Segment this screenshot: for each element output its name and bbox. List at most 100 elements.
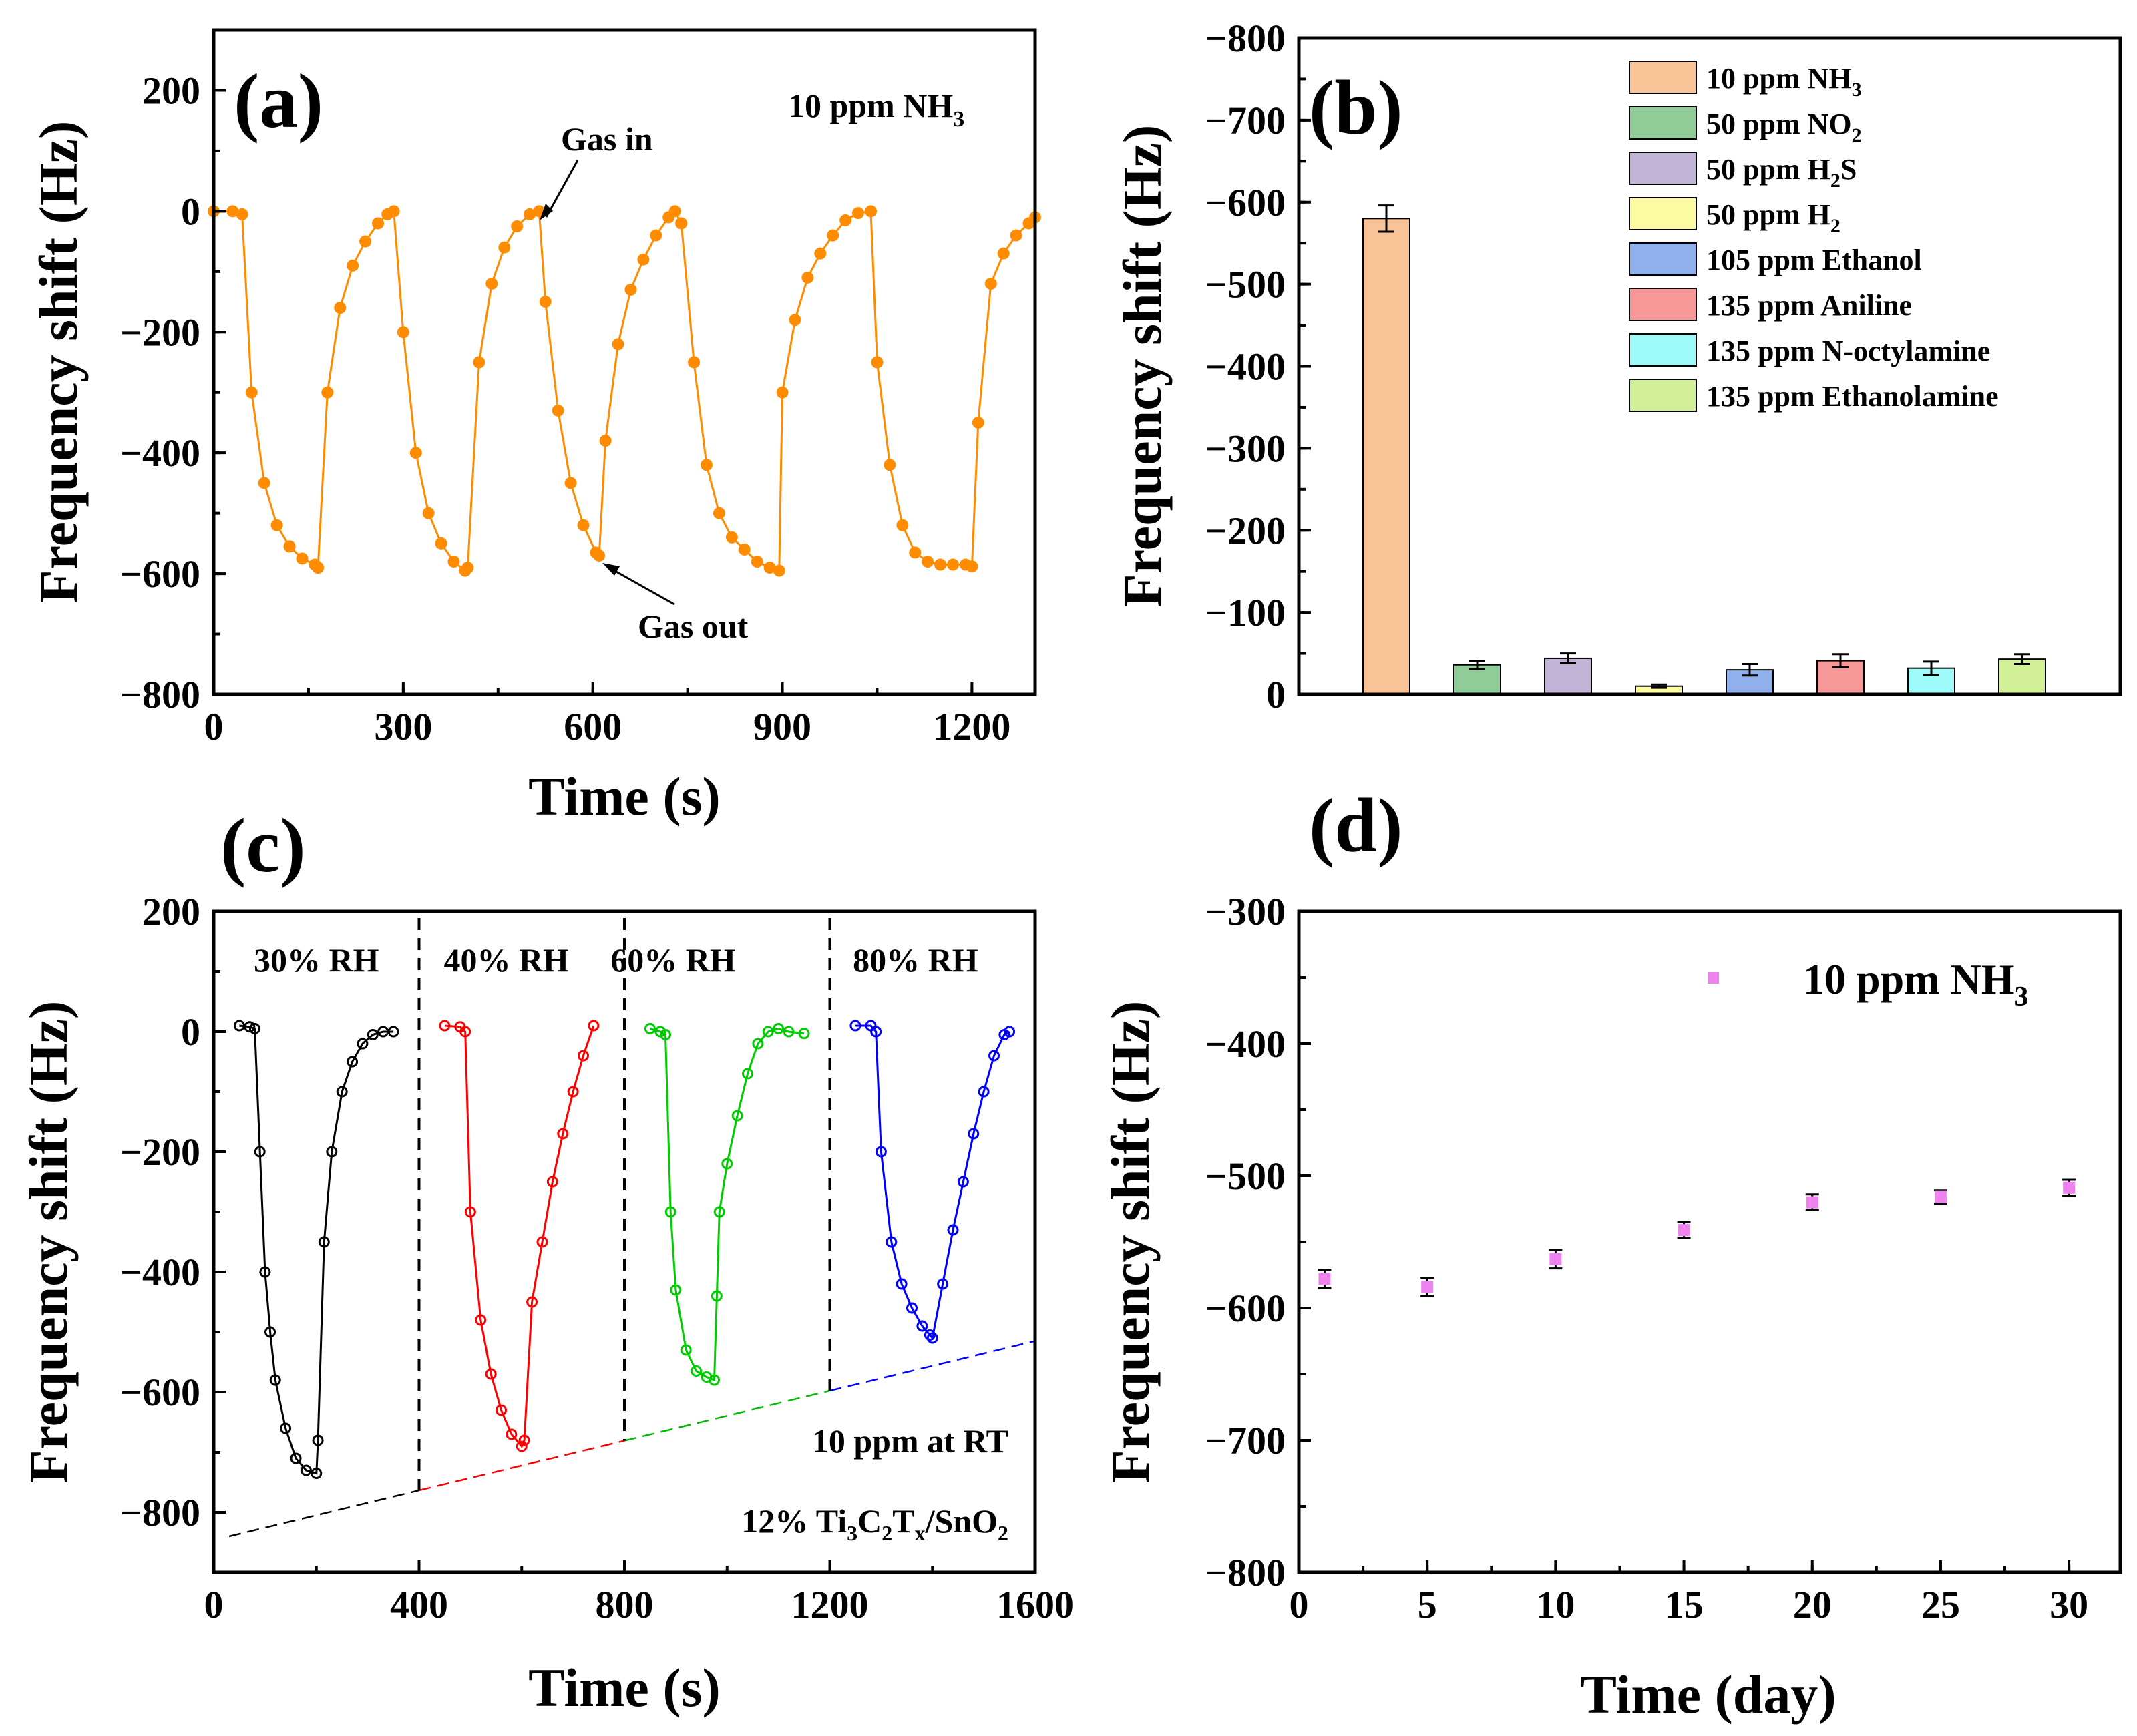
panel-c-point [464, 1206, 476, 1218]
panel-a-point [997, 247, 1010, 260]
panel-b-y-title: Frequency shift (Hz) [1112, 125, 1173, 608]
panel-a-point [738, 543, 751, 556]
panel-d-frame [1297, 909, 2122, 1574]
panel-c-point [536, 1236, 548, 1248]
y-tick-label: −200 [120, 1130, 200, 1174]
panel-a-point [984, 277, 997, 290]
panel-c-label: (c) [220, 803, 306, 888]
panel-c-point [336, 1086, 348, 1098]
y-tick-label: −200 [120, 310, 200, 354]
y-tick-label: −500 [1205, 263, 1286, 306]
legend-label: 135 ppm N-octylamine [1706, 335, 1990, 367]
panel-c-point [475, 1314, 487, 1326]
panel-a-point [236, 208, 248, 220]
legend-swatch [1629, 333, 1697, 367]
baseline-segment [419, 1440, 625, 1492]
panel-d-point [1318, 1273, 1331, 1285]
panel-a-point [485, 277, 498, 290]
y-tick-label: 200 [142, 890, 200, 933]
panel-c-point [988, 1050, 1000, 1062]
x-tick-label: 30 [2050, 1583, 2088, 1626]
panel-c-point [557, 1128, 569, 1140]
legend-label: 50 ppm H2 [1706, 198, 1840, 237]
y-tick-label: −100 [1205, 591, 1286, 634]
panel-a-point [884, 459, 896, 471]
panel-a-point [447, 556, 460, 568]
panel-c-point [588, 1020, 600, 1032]
panel-c-point [269, 1374, 281, 1386]
panel-c-point [947, 1224, 959, 1236]
panel-a-point [226, 205, 239, 218]
material-part: 2 [882, 1521, 892, 1545]
region-label: 30% RH [254, 941, 379, 979]
panel-d-x-title: Time (day) [1580, 1664, 1836, 1725]
panel-a-point [258, 477, 270, 489]
panel-c-point [357, 1038, 369, 1050]
y-tick-label: −400 [120, 1251, 200, 1294]
panel-c-point [660, 1029, 671, 1040]
y-tick-label: 0 [181, 190, 200, 233]
panel-a-point [372, 217, 384, 230]
panel-c-y-title: Frequency shift (Hz) [18, 1001, 79, 1484]
panel-c-point [783, 1026, 795, 1038]
legend-label-sub: 2 [1830, 170, 1840, 192]
panel-b-label: (b) [1309, 65, 1403, 150]
panel-c-point [439, 1020, 451, 1032]
panel-a-point [387, 205, 400, 218]
panel-a-point [461, 562, 474, 574]
panel-a-series-line [214, 209, 1036, 572]
material-part: T [892, 1502, 914, 1540]
panel-c-point [742, 1068, 753, 1080]
panel-a-point [612, 338, 624, 351]
panel-a-point [552, 404, 564, 417]
y-tick-label: −600 [1205, 181, 1286, 224]
y-tick-label: 0 [1266, 673, 1286, 716]
panel-c-point [691, 1365, 703, 1377]
panel-c-point [798, 1028, 810, 1040]
x-tick-label: 1200 [791, 1583, 869, 1626]
legend-swatch [1629, 242, 1697, 276]
baseline-segment [829, 1340, 1036, 1392]
panel-d-y-title: Frequency shift (Hz) [1100, 1001, 1161, 1484]
x-tick-label: 1200 [933, 705, 1010, 748]
panel-a-point [473, 356, 485, 369]
legend-label: 50 ppm NO2 [1706, 107, 1862, 146]
panel-c-point [506, 1428, 518, 1440]
x-tick-label: 1600 [996, 1583, 1074, 1626]
x-tick-label: 0 [1290, 1583, 1309, 1626]
panel-a-point [624, 283, 637, 296]
material-part: 12% Ti [741, 1502, 847, 1540]
panel-a-point [283, 540, 296, 553]
legend-label-text: 50 ppm H [1706, 198, 1830, 231]
panel-c-point [326, 1146, 338, 1158]
y-tick-label: 0 [181, 1010, 200, 1054]
panel-c-point [518, 1434, 530, 1446]
panel-c-point [311, 1468, 323, 1479]
panel-c-point [886, 1236, 898, 1248]
panel-a-point [688, 356, 701, 369]
panel-a: 0 300 600 900 1200 200 0 −200 −400 −600 −800 (a) 1… [28, 28, 1041, 827]
panel-a-point [852, 207, 865, 220]
x-tick-label: 10 [1536, 1583, 1575, 1626]
panel-c-point [367, 1029, 379, 1040]
panel-a-point [321, 386, 334, 399]
panel-c-point [526, 1296, 538, 1308]
region-label: 60% RH [610, 941, 736, 979]
legend-swatch [1629, 61, 1697, 94]
panel-c-point [906, 1302, 918, 1314]
y-tick-label: −800 [120, 1491, 200, 1534]
panel-d-point [1678, 1224, 1690, 1237]
y-tick-label: −400 [1205, 345, 1286, 389]
panel-a-point [650, 229, 662, 242]
panel-a-point [498, 241, 511, 254]
panel-a-point [909, 546, 922, 559]
panel-c-point [516, 1440, 528, 1452]
panel-c-point [762, 1026, 774, 1038]
panel-c-point [731, 1110, 743, 1122]
panel-a-point [564, 477, 577, 489]
y-tick-label: −400 [1205, 1022, 1286, 1066]
panel-c-point [264, 1326, 276, 1338]
panel-d-point [2063, 1181, 2076, 1194]
